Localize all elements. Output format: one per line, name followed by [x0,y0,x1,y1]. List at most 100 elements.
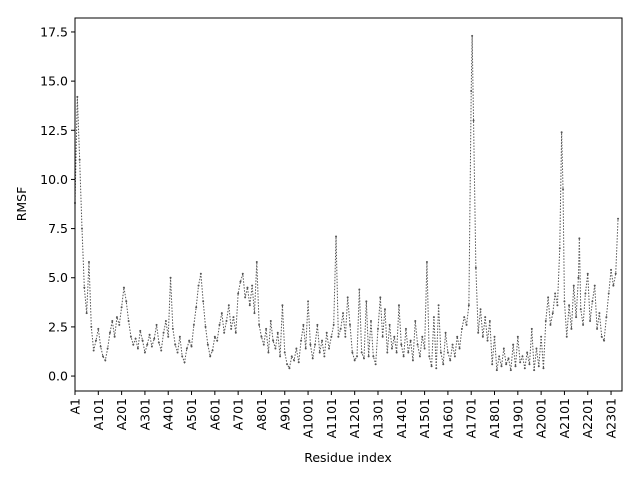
rmsf-point [106,347,109,350]
rmsf-point [558,247,561,250]
rmsf-point [164,320,167,323]
rmsf-point [498,355,501,358]
rmsf-point [453,355,456,358]
x-tick-label: A801 [254,398,269,430]
y-tick-label: 5.0 [48,270,68,285]
rmsf-point [92,349,95,352]
rmsf-point [330,335,333,338]
rmsf-point [409,339,412,342]
rmsf-point [197,284,200,287]
y-tick-label: 7.5 [48,221,68,236]
rmsf-point [365,300,368,303]
y-tick-label: 10.0 [40,172,68,187]
rmsf-point [234,331,237,334]
rmsf-point [411,359,414,362]
rmsf-point [216,339,219,342]
x-tick-label: A1201 [347,398,362,438]
rmsf-point [337,335,340,338]
rmsf-point [379,296,382,299]
rmsf-point [118,323,121,326]
rmsf-point [488,320,491,323]
rmsf-point [104,359,107,362]
rmsf-point [521,355,524,358]
rmsf-point [188,339,191,342]
rmsf-point [596,327,599,330]
rmsf-point [113,335,116,338]
rmsf-point [143,351,146,354]
rmsf-point [402,355,405,358]
rmsf-point [572,284,575,287]
rmsf-point [244,296,247,299]
rmsf-point [300,339,303,342]
rmsf-point [458,347,461,350]
rmsf-point [288,367,291,370]
rmsf-point [423,347,426,350]
rmsf-point [551,312,554,315]
rmsf-point [178,335,181,338]
rmsf-point [554,292,557,295]
rmsf-point [390,347,393,350]
x-tick-label: A2201 [580,398,595,438]
rmsf-point [578,237,581,240]
rmsf-point [328,347,331,350]
rmsf-point [258,323,261,326]
rmsf-point [428,355,431,358]
x-tick-label: A1101 [324,398,339,438]
rmsf-point [367,355,370,358]
rmsf-point [479,308,482,311]
rmsf-point [540,335,543,338]
rmsf-point [342,312,345,315]
rmsf-point [593,284,596,287]
rmsf-point [295,347,298,350]
rmsf-point [283,351,286,354]
rmsf-point [211,349,214,352]
rmsf-point [195,306,198,309]
rmsf-point [372,355,375,358]
rmsf-point [206,343,209,346]
rmsf-point [80,227,83,230]
rmsf-point [230,327,233,330]
rmsf-point [369,320,372,323]
rmsf-point [148,333,151,336]
rmsf-point [321,339,324,342]
rmsf-point [199,272,202,275]
y-tick-label: 2.5 [48,319,68,334]
rmsf-point [575,316,578,319]
rmsf-point [500,365,503,368]
rmsf-point [167,335,170,338]
rmsf-point [512,343,515,346]
rmsf-point [274,347,277,350]
rmsf-point [183,361,186,364]
rmsf-point [381,335,384,338]
rmsf-point [202,300,205,303]
rmsf-point [162,331,165,334]
rmsf-point [439,351,442,354]
rmsf-point [297,361,300,364]
rmsf-point [237,292,240,295]
rmsf-point [430,365,433,368]
rmsf-point [157,341,160,344]
x-tick-label: A601 [207,398,222,430]
rmsf-point [612,284,615,287]
rmsf-point [251,284,254,287]
x-tick-label: A101 [91,398,106,430]
x-tick-label: A1501 [417,398,432,438]
rmsf-point [376,327,379,330]
rmsf-point [582,323,585,326]
rmsf-point [451,343,454,346]
rmsf-point [246,286,249,289]
rmsf-point [225,320,228,323]
x-tick-label: A1701 [464,398,479,438]
rmsf-point [416,343,419,346]
rmsf-point [577,276,580,279]
rmsf-point [83,286,86,289]
x-tick-label: A201 [114,398,129,430]
rmsf-point [153,337,156,340]
rmsf-point [120,306,123,309]
rmsf-point [293,359,296,362]
rmsf-point [598,312,601,315]
x-tick-label: A1001 [301,398,316,438]
rmsf-point [265,327,268,330]
y-tick-label: 0.0 [48,369,68,384]
x-tick-label: A1901 [510,398,525,438]
